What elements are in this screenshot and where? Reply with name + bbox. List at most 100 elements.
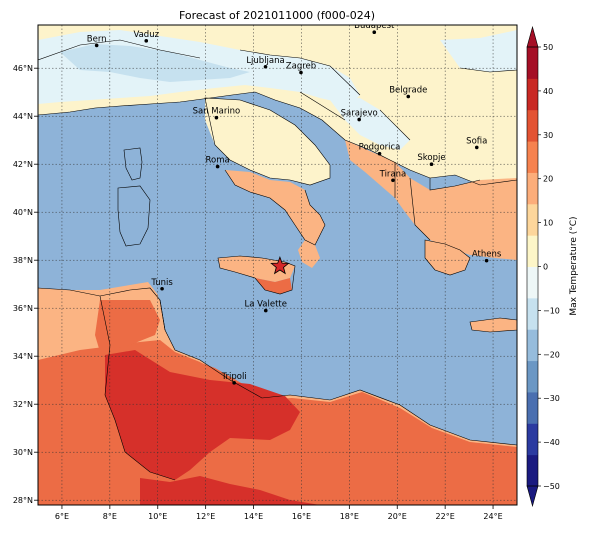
- colorbar-segment: [527, 329, 538, 362]
- city-label: Vaduz: [133, 30, 159, 40]
- city-dot: [429, 162, 434, 166]
- city-dot: [391, 178, 395, 183]
- city-label: Belgrade: [389, 86, 427, 96]
- city-dot: [144, 39, 149, 43]
- colorbar-tick-label: 50: [543, 43, 553, 52]
- lat-tick-label: 40°N: [13, 208, 33, 217]
- city-label: Tirana: [379, 169, 407, 179]
- lon-tick-label: 24°E: [483, 512, 502, 521]
- sicily-hot-coast: [255, 278, 292, 294]
- latitude-axis: 46°N 44°N 42°N 40°N 38°N 36°N 34°N 32°N 30°N 28°N: [13, 64, 38, 505]
- lat-tick-label: 38°N: [13, 256, 33, 265]
- gridlines: [38, 25, 517, 505]
- map-frame: [37, 24, 518, 506]
- city-label: Skopje: [417, 153, 445, 163]
- colorbar-tick-label: −10: [543, 306, 560, 315]
- greece-peninsula: [425, 240, 470, 275]
- colorbar-segment: [527, 47, 538, 79]
- city-label: Zagreb: [286, 62, 316, 72]
- colorbar-segment: [527, 172, 538, 205]
- southern-hot-patch: [140, 476, 320, 505]
- city-label: Sarajevo: [341, 109, 378, 119]
- colorbar-segment: [527, 391, 538, 424]
- city-dot: [232, 381, 236, 385]
- lon-tick-label: 22°E: [436, 512, 455, 521]
- lat-tick-label: 44°N: [13, 112, 33, 121]
- colorbar-tick-label: 30: [543, 131, 553, 140]
- colorbar-tick-label: −20: [543, 350, 560, 359]
- lon-tick-label: 8°E: [103, 512, 117, 521]
- italy-mild-land: [205, 98, 330, 185]
- colorbar-tick-label: 0: [543, 263, 548, 272]
- city-dot: [214, 115, 219, 120]
- city-dot: [94, 43, 99, 48]
- colorbar-extend-max: [526, 25, 539, 48]
- lat-tick-label: 36°N: [13, 304, 33, 313]
- colorbar-segment: [527, 360, 538, 393]
- colorbar-tick-label: 20: [543, 175, 553, 184]
- city-label: La Valette: [245, 300, 288, 310]
- colorbar-segment: [527, 141, 538, 173]
- lon-tick-label: 18°E: [340, 512, 359, 521]
- map-title: Forecast of 2021011000 (f000-024): [179, 9, 375, 22]
- city-label: Bern: [87, 34, 107, 44]
- colorbar-extend-min: [526, 485, 539, 508]
- city-dot: [377, 151, 382, 156]
- italy-warm-coast: [225, 170, 325, 245]
- colorbar-tick-label: 40: [543, 87, 553, 96]
- star-marker: [270, 256, 290, 275]
- lon-tick-label: 16°E: [292, 512, 311, 521]
- lat-tick-label: 34°N: [13, 352, 33, 361]
- city-label: Athens: [472, 250, 502, 260]
- sardinia-land: [117, 185, 151, 247]
- balkans-warm-coast: [345, 140, 517, 260]
- lon-tick-label: 6°E: [55, 512, 69, 521]
- city-dot: [484, 258, 489, 263]
- city-label: San Marino: [193, 107, 241, 117]
- colorbar-label: Max Temperature (°C): [569, 216, 579, 315]
- city-dot: [474, 145, 479, 150]
- city-label: Tunis: [150, 278, 173, 288]
- city-dot: [406, 94, 411, 99]
- balkan-cold-zone: [330, 98, 410, 150]
- crete-island: [470, 318, 517, 332]
- colorbar-tick-label: −30: [543, 394, 560, 403]
- colorbar-segment: [527, 297, 538, 330]
- colorbar-tick-label: −50: [543, 482, 560, 491]
- colorbar-segment: [527, 266, 538, 299]
- city-label: Sofia: [466, 136, 487, 146]
- city-dot: [215, 164, 220, 169]
- coastlines: [38, 39, 517, 481]
- lat-tick-label: 30°N: [13, 448, 33, 457]
- libya-hottest-zone: [105, 350, 300, 480]
- lat-tick-label: 28°N: [13, 496, 33, 505]
- lat-tick-label: 32°N: [13, 400, 33, 409]
- colorbar-segment: [527, 109, 538, 142]
- city-dot: [160, 286, 164, 291]
- northeast-cold-zone: [440, 30, 517, 72]
- lon-tick-label: 10°E: [148, 512, 167, 521]
- lat-tick-label: 42°N: [13, 160, 33, 169]
- calabria-land: [298, 240, 320, 268]
- longitude-axis: 6°E 8°E 10°E 12°E 14°E 16°E 18°E 20°E 22°E 24°E: [55, 505, 503, 521]
- city-dot: [357, 117, 361, 122]
- lon-tick-label: 20°E: [388, 512, 407, 521]
- colorbar-ticks: 50 40 30 20 10 0 −10 −20 −30 −40 −50: [538, 43, 560, 491]
- lon-tick-label: 14°E: [244, 512, 263, 521]
- city-label: Ljubljana: [246, 56, 284, 66]
- lat-tick-label: 46°N: [13, 64, 33, 73]
- city-label: Budapest: [354, 21, 395, 31]
- city-dot: [299, 70, 303, 75]
- colorbar-tick-label: 10: [543, 219, 553, 228]
- city-dot: [372, 30, 377, 34]
- colorbar-segment: [527, 423, 538, 456]
- city-dot: [263, 308, 268, 313]
- city-label: Roma: [206, 156, 230, 166]
- colorbar: [526, 25, 539, 508]
- colorbar-segment: [527, 235, 538, 267]
- colorbar-tick-label: −40: [543, 438, 560, 447]
